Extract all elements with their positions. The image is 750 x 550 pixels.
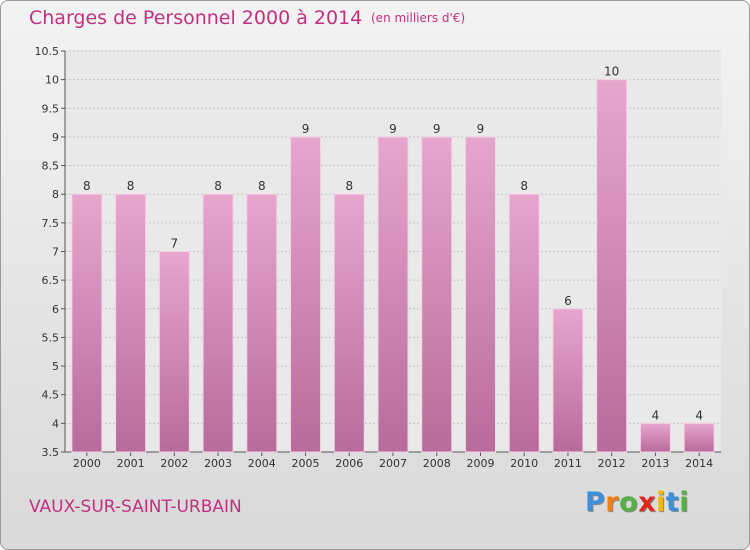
bar bbox=[552, 308, 584, 453]
x-tick-label: 2012 bbox=[598, 457, 626, 470]
x-tick-label: 2010 bbox=[510, 457, 538, 470]
bar-value-label: 8 bbox=[258, 179, 266, 193]
bar bbox=[596, 79, 628, 453]
bar bbox=[683, 422, 715, 453]
bar-value-label: 8 bbox=[83, 179, 91, 193]
bar bbox=[246, 193, 278, 453]
logo-letter: t bbox=[665, 487, 680, 518]
bar bbox=[71, 193, 103, 453]
bar bbox=[158, 251, 190, 453]
bar-value-label: 9 bbox=[477, 122, 485, 136]
bar-value-label: 6 bbox=[564, 294, 572, 308]
logo-letter: i bbox=[679, 487, 690, 518]
x-tick-label: 2011 bbox=[554, 457, 582, 470]
bar-value-label: 10 bbox=[604, 65, 619, 79]
x-tick-label: 2007 bbox=[379, 457, 407, 470]
y-tick-label: 7 bbox=[52, 246, 59, 259]
bar-value-label: 9 bbox=[389, 122, 397, 136]
x-tick-label: 2003 bbox=[204, 457, 232, 470]
bar bbox=[508, 193, 540, 453]
bar bbox=[202, 193, 234, 453]
bar-value-label: 8 bbox=[345, 179, 353, 193]
y-tick-label: 3.5 bbox=[42, 446, 60, 459]
logo-letter: o bbox=[619, 487, 639, 518]
bar bbox=[115, 193, 147, 453]
bar bbox=[421, 136, 453, 453]
logo-letter: P bbox=[585, 487, 606, 518]
x-tick-label: 2001 bbox=[117, 457, 145, 470]
y-tick-label: 6 bbox=[52, 303, 59, 316]
x-tick-label: 2014 bbox=[685, 457, 713, 470]
logo-letter: r bbox=[605, 487, 620, 518]
x-tick-label: 2004 bbox=[248, 457, 276, 470]
bar-value-label: 9 bbox=[302, 122, 310, 136]
logo-letter: i bbox=[656, 487, 666, 518]
x-tick-label: 2002 bbox=[160, 457, 188, 470]
bar-value-label: 9 bbox=[433, 122, 441, 136]
bar-value-label: 8 bbox=[214, 179, 222, 193]
y-tick-label: 6.5 bbox=[42, 274, 60, 287]
proxiti-logo: Proxiti bbox=[585, 487, 689, 518]
bar-value-label: 7 bbox=[171, 237, 179, 251]
x-tick-label: 2013 bbox=[641, 457, 669, 470]
y-tick-label: 10 bbox=[45, 74, 59, 87]
x-tick-label: 2005 bbox=[292, 457, 320, 470]
bar-value-label: 4 bbox=[652, 408, 660, 422]
y-tick-label: 8 bbox=[52, 188, 59, 201]
y-tick-label: 4.5 bbox=[42, 389, 60, 402]
x-tick-label: 2009 bbox=[466, 457, 494, 470]
bar-value-label: 8 bbox=[520, 179, 528, 193]
bar bbox=[639, 422, 671, 453]
y-tick-label: 8.5 bbox=[42, 160, 60, 173]
bar bbox=[377, 136, 409, 453]
bar-value-label: 8 bbox=[127, 179, 135, 193]
y-tick-label: 5 bbox=[52, 360, 59, 373]
chart-unit: (en milliers d'€) bbox=[371, 11, 466, 25]
bar bbox=[333, 193, 365, 453]
bar-value-label: 4 bbox=[695, 408, 703, 422]
chart-title: Charges de Personnel 2000 à 2014 bbox=[29, 7, 363, 29]
x-tick-label: 2000 bbox=[73, 457, 101, 470]
y-tick-label: 4 bbox=[52, 417, 59, 430]
y-tick-label: 9.5 bbox=[42, 102, 60, 115]
x-tick-label: 2008 bbox=[423, 457, 451, 470]
y-tick-label: 7.5 bbox=[42, 217, 60, 230]
bar bbox=[464, 136, 496, 453]
logo-letter: x bbox=[638, 487, 657, 518]
y-tick-label: 9 bbox=[52, 131, 59, 144]
bar bbox=[290, 136, 322, 453]
city-name: VAUX-SUR-SAINT-URBAIN bbox=[29, 497, 242, 517]
y-tick-label: 10.5 bbox=[35, 45, 60, 58]
x-tick-label: 2006 bbox=[335, 457, 363, 470]
y-tick-label: 5.5 bbox=[42, 331, 60, 344]
